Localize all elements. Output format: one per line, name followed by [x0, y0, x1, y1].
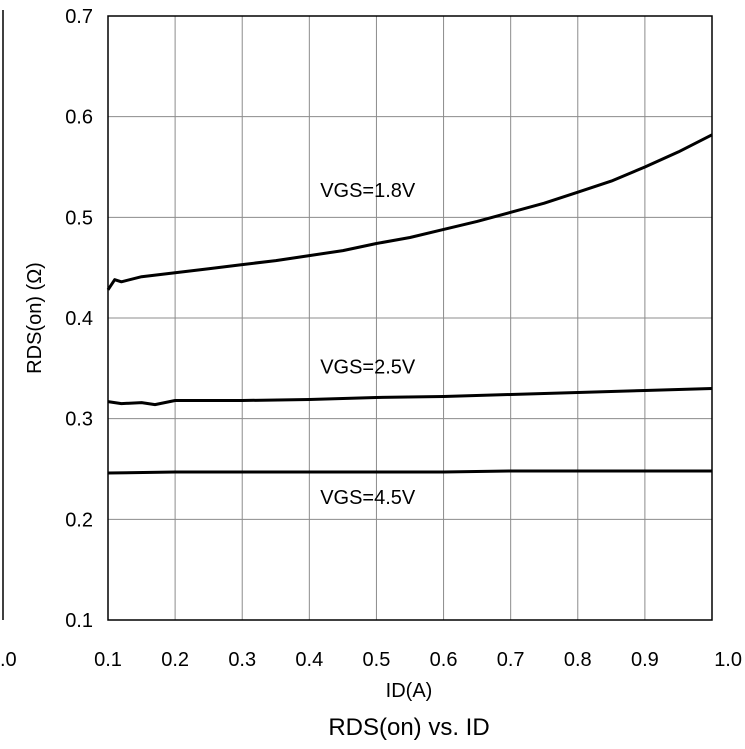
y-tick-label: 0.3 — [65, 409, 93, 431]
series-label: VGS=1.8V — [320, 180, 416, 202]
x-tick-label: 0.4 — [295, 649, 323, 671]
series-line — [107, 469, 712, 475]
series-line — [107, 387, 713, 407]
y-tick-label: 0.2 — [65, 509, 93, 531]
plot-frame — [107, 15, 713, 621]
x-tick-label: 0.2 — [161, 649, 189, 671]
y-tick-label: 0.4 — [65, 308, 93, 330]
grid — [107, 15, 713, 621]
chart-title: RDS(on) vs. ID — [328, 714, 489, 741]
x-tick-label: 0.9 — [631, 649, 659, 671]
x-tick-label: 0.5 — [363, 649, 391, 671]
series-line — [106, 133, 713, 291]
y-axis-title: RDS(on) (Ω) — [24, 262, 46, 374]
series-group — [106, 133, 713, 475]
x-tick-label: 0.6 — [430, 649, 458, 671]
series-label: VGS=2.5V — [320, 356, 416, 378]
y-tick-labels: 0.1 0.2 0.3 0.4 0.5 0.6 0.7 — [65, 6, 93, 632]
series-label: VGS=4.5V — [320, 487, 416, 509]
x-tick-label: 0.1 — [94, 649, 122, 671]
x-axis-title: ID(A) — [386, 680, 433, 702]
series-labels: VGS=1.8V VGS=2.5V VGS=4.5V — [320, 180, 416, 509]
x-tick-label: 0.7 — [497, 649, 525, 671]
x-tick-labels: 0.1 0.2 0.3 0.4 0.5 0.6 0.7 0.8 0.9 1.0 — [94, 649, 742, 671]
x-tick-label: 0.3 — [228, 649, 256, 671]
y-tick-label: 0.7 — [65, 6, 93, 28]
y-tick-label: 0.5 — [65, 207, 93, 229]
y-tick-label: 0.1 — [65, 610, 93, 632]
x-tick-label: 0.8 — [564, 649, 592, 671]
y-tick-label: 0.6 — [65, 107, 93, 129]
partial-tick-label: .0 — [0, 649, 17, 671]
x-tick-label: 1.0 — [714, 649, 742, 671]
